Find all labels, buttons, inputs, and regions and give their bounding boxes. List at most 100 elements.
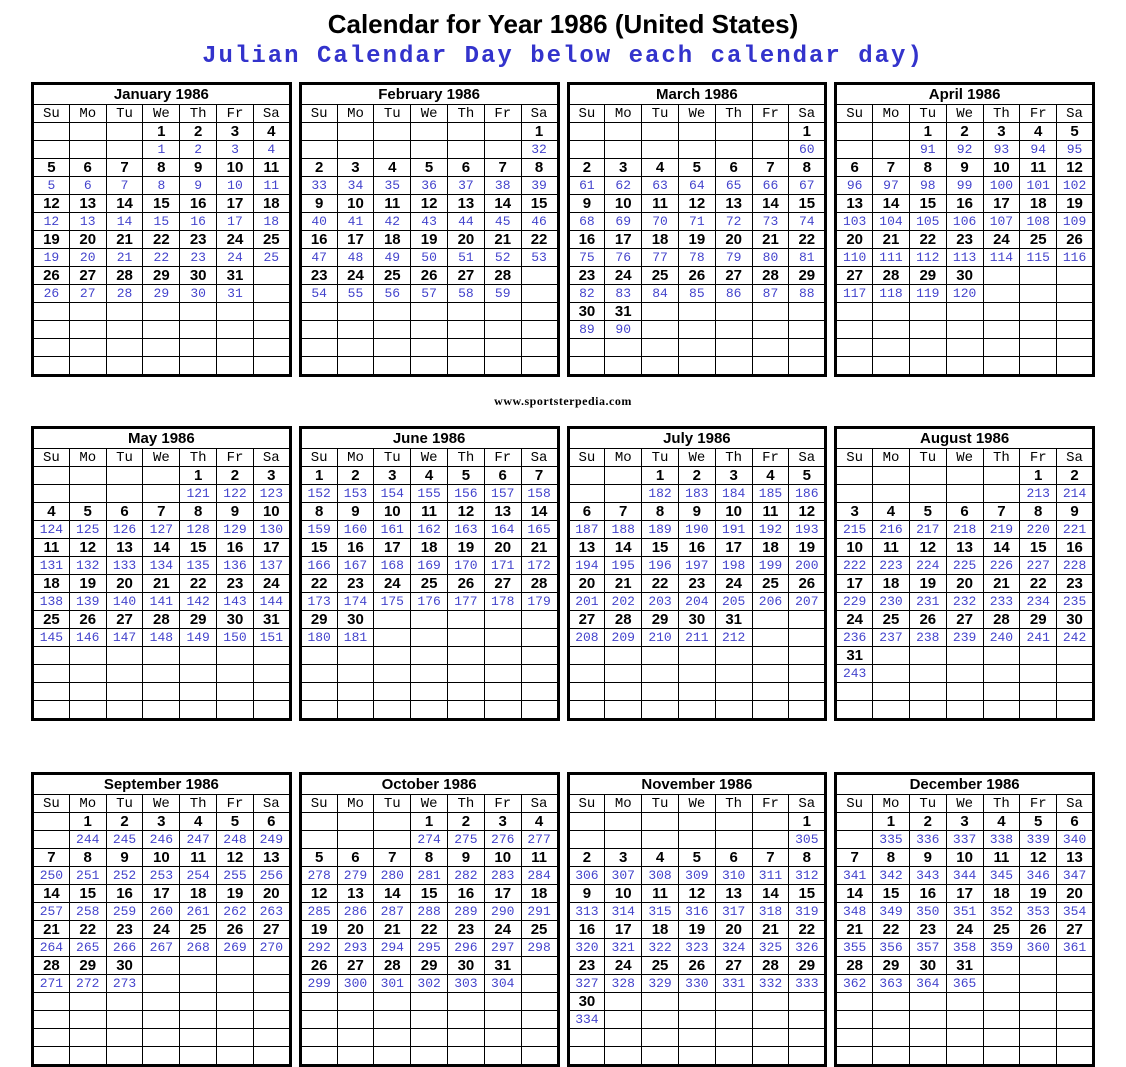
julian-cell: 321 — [604, 938, 643, 957]
day-cell: 30 — [216, 610, 254, 629]
julian-cell: 37 — [447, 176, 485, 195]
julian-cell: 81 — [788, 248, 827, 267]
weekday-header-su: Su — [32, 794, 70, 813]
julian-cell: 206 — [751, 592, 790, 611]
julian-cell: 319 — [788, 902, 827, 921]
julian-cell: 82 — [567, 284, 606, 303]
julian-cell: 95 — [1056, 140, 1094, 159]
julian-cell: 220 — [1019, 520, 1058, 539]
day-cell — [1056, 266, 1094, 285]
day-cell: 5 — [447, 466, 485, 485]
week-day-row: 16 17 18 19 20 21 22 — [567, 920, 827, 939]
julian-cell — [908, 484, 947, 503]
day-cell — [32, 812, 70, 831]
weekday-header-tu: Tu — [373, 104, 412, 123]
day-cell — [567, 466, 606, 485]
day-cell: 16 — [567, 920, 606, 939]
julian-cell — [105, 1010, 144, 1029]
julian-cell: 125 — [68, 520, 107, 539]
julian-cell: 203 — [641, 592, 679, 611]
julian-cell: 85 — [677, 284, 716, 303]
julian-cell: 191 — [714, 520, 753, 539]
julian-cell — [68, 320, 107, 339]
day-cell — [216, 956, 254, 975]
julian-cell — [751, 320, 790, 339]
julian-cell: 279 — [336, 866, 375, 885]
month-title-row: June 1986 — [299, 427, 559, 449]
julian-cell: 277 — [520, 830, 559, 849]
day-cell: 1 — [908, 122, 947, 141]
julian-cell — [567, 664, 606, 683]
day-cell: 22 — [299, 574, 338, 593]
julian-cell — [373, 320, 412, 339]
weekday-header-mo: Mo — [68, 794, 107, 813]
day-cell — [714, 122, 753, 141]
julian-cell: 59 — [483, 284, 522, 303]
day-cell — [447, 646, 485, 665]
weekday-header-row: Su Mo Tu We Th Fr Sa — [299, 448, 559, 467]
week-day-row — [32, 302, 291, 321]
julian-cell: 198 — [714, 556, 753, 575]
weekday-header-row: Su Mo Tu We Th Fr Sa — [299, 104, 559, 123]
weekday-header-sa: Sa — [252, 104, 291, 123]
day-cell — [68, 646, 107, 665]
day-cell: 3 — [252, 466, 291, 485]
julian-cell — [677, 356, 716, 376]
day-cell — [945, 338, 984, 357]
julian-cell — [1019, 664, 1058, 683]
weekday-header-mo: Mo — [68, 104, 107, 123]
julian-cell — [32, 664, 70, 683]
julian-cell: 112 — [908, 248, 947, 267]
day-cell — [788, 646, 827, 665]
julian-cell: 144 — [252, 592, 291, 611]
julian-cell: 169 — [410, 556, 448, 575]
weekday-header-mo: Mo — [872, 448, 910, 467]
day-cell: 23 — [299, 266, 338, 285]
julian-cell: 224 — [908, 556, 947, 575]
day-cell — [567, 1028, 606, 1047]
julian-cell: 68 — [567, 212, 606, 231]
julian-cell — [872, 484, 910, 503]
day-cell: 5 — [677, 848, 716, 867]
julian-cell: 135 — [179, 556, 218, 575]
day-cell — [299, 1028, 338, 1047]
day-cell — [567, 646, 606, 665]
day-cell — [788, 610, 827, 629]
day-cell: 4 — [410, 466, 448, 485]
day-cell — [216, 992, 254, 1011]
month-table-november: November 1986 Su Mo Tu We Th Fr Sa 1 305 2 3 4 5 6 7 8 30… — [566, 772, 828, 1067]
day-cell: 25 — [751, 574, 790, 593]
julian-cell: 289 — [447, 902, 485, 921]
julian-cell: 160 — [336, 520, 375, 539]
julian-cell — [447, 664, 485, 683]
weekday-header-fr: Fr — [216, 448, 254, 467]
julian-cell: 261 — [179, 902, 218, 921]
week-day-row — [835, 992, 1094, 1011]
julian-cell — [677, 140, 716, 159]
julian-cell: 137 — [252, 556, 291, 575]
julian-cell: 202 — [604, 592, 643, 611]
day-cell — [520, 646, 559, 665]
week-day-row: 23 24 25 26 27 28 — [299, 266, 559, 285]
week-day-row: 20 21 22 23 24 25 26 — [835, 230, 1094, 249]
weekday-header-fr: Fr — [751, 794, 790, 813]
day-cell: 21 — [105, 230, 144, 249]
day-cell: 3 — [714, 466, 753, 485]
day-cell: 9 — [336, 502, 375, 521]
julian-cell: 44 — [447, 212, 485, 231]
day-cell: 9 — [908, 848, 947, 867]
julian-cell — [1056, 974, 1094, 993]
julian-cell: 230 — [872, 592, 910, 611]
julian-cell: 57 — [410, 284, 448, 303]
week-julian-row: 327 328 329 330 331 332 333 — [567, 974, 827, 993]
day-cell: 13 — [68, 194, 107, 213]
julian-cell — [179, 700, 218, 720]
julian-cell — [788, 664, 827, 683]
weekday-header-we: We — [677, 794, 716, 813]
julian-cell: 127 — [142, 520, 181, 539]
day-cell — [105, 682, 144, 701]
weekday-header-sa: Sa — [252, 794, 291, 813]
week-day-row: 13 14 15 16 17 18 19 — [835, 194, 1094, 213]
day-cell: 14 — [872, 194, 910, 213]
weekday-header-su: Su — [567, 104, 606, 123]
